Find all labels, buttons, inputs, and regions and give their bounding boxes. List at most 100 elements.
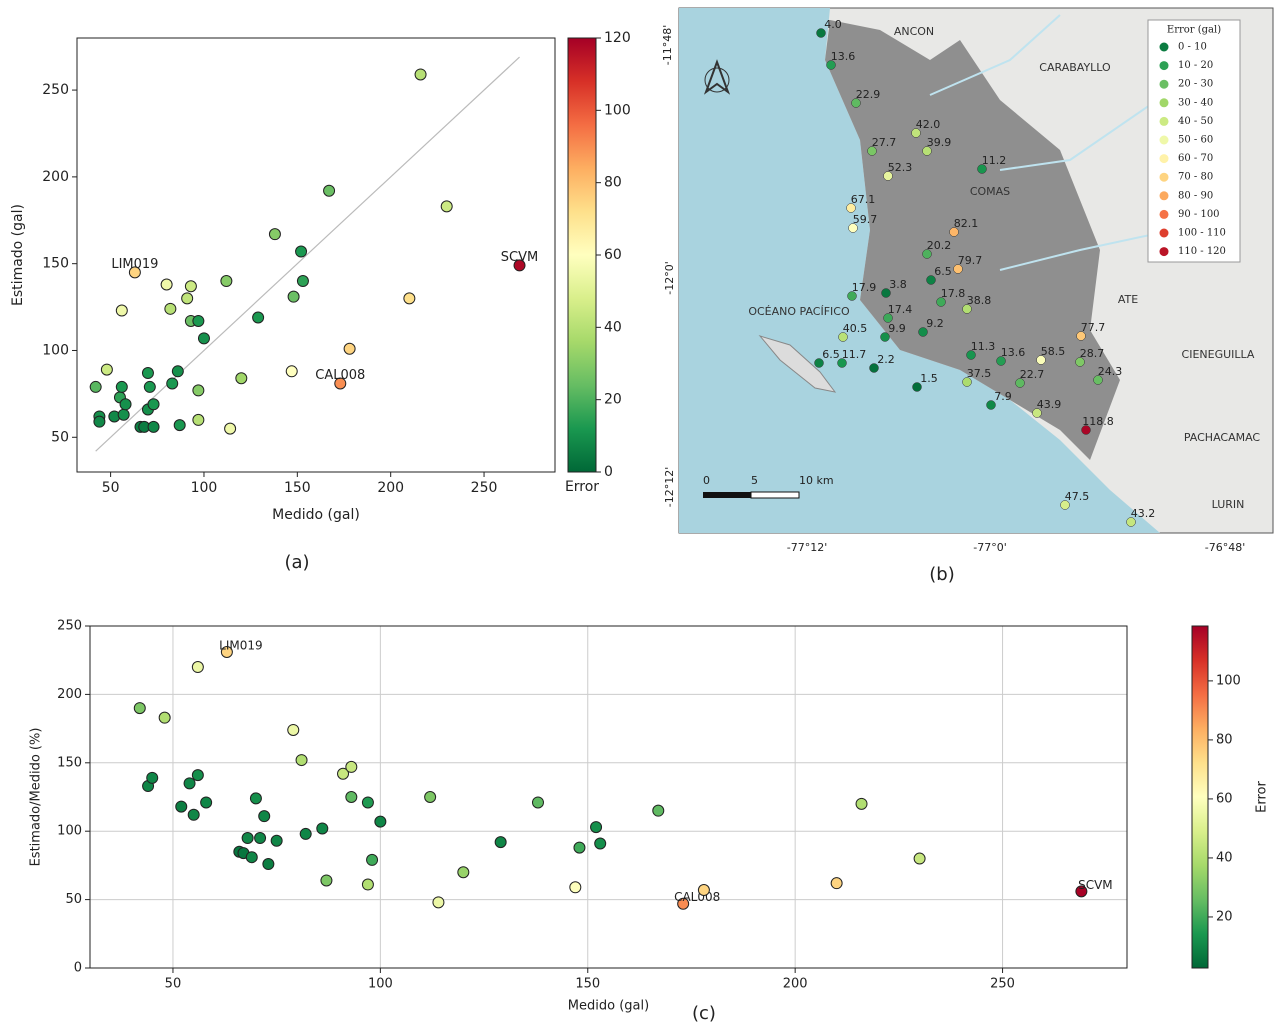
scatter-point [174,420,185,431]
colorbar-label: Error [1255,781,1270,813]
scatter-point [165,303,176,314]
scatter-point [458,867,469,878]
x-axis-label: Medido (gal) [568,999,649,1014]
legend-swatch [1160,173,1169,182]
point-label: SCVM [501,250,538,265]
scatter-point [259,811,270,822]
scatter-point [161,279,172,290]
scatter-point [193,315,204,326]
colorbar-tick-label: 40 [1216,850,1233,865]
station-label: 4.0 [824,18,842,31]
lon-tick-label: -77°0' [973,541,1007,554]
place-name: COMAS [970,185,1010,198]
point-label: CAL008 [674,890,720,904]
scatter-point [375,816,386,827]
scatter-point [321,875,332,886]
caption: (b) [929,564,954,585]
scatter-point [253,312,264,323]
legend-label: 50 - 60 [1178,135,1213,146]
station-label: 24.3 [1098,365,1123,378]
place-name: ATE [1118,293,1138,306]
scale-label: 5 [751,474,758,487]
station-label: 9.2 [926,317,944,330]
scatter-point [495,837,506,848]
legend-label: 110 - 120 [1178,246,1226,257]
colorbar-tick-label: 100 [604,102,631,118]
station-label: 17.9 [852,281,877,294]
legend-swatch [1160,191,1169,200]
scatter-point [201,797,212,808]
x-tick-label: 50 [102,480,120,496]
colorbar-tick-label: 20 [604,392,622,408]
scatter-point [698,885,709,896]
legend-label: 100 - 110 [1178,228,1226,239]
y-tick-label: 100 [57,824,82,839]
scatter-point [344,343,355,354]
scatter-point [286,366,297,377]
scatter-point [425,792,436,803]
scatter-point [296,246,307,257]
legend-label: 0 - 10 [1178,42,1207,53]
y-tick-label: 200 [42,169,69,185]
legend-label: 20 - 30 [1178,79,1213,90]
legend-label: 10 - 20 [1178,60,1213,71]
station-label: 17.8 [941,287,966,300]
y-tick-label: 0 [74,961,82,976]
colorbar-tick-label: 60 [604,247,622,263]
colorbar [1192,626,1208,968]
y-tick-label: 50 [65,892,82,907]
legend-label: 90 - 100 [1178,209,1220,220]
station-label: 47.5 [1065,490,1090,503]
scatter-point [192,770,203,781]
point-label: SCVM [1078,878,1113,892]
scatter-point [300,828,311,839]
scatter-point [148,399,159,410]
legend-swatch [1160,61,1169,70]
scatter-point [236,373,247,384]
legend-swatch [1160,80,1169,89]
x-tick-label: 250 [471,480,498,496]
legend-label: 30 - 40 [1178,97,1213,108]
colorbar [568,38,596,472]
x-tick-label: 100 [191,480,218,496]
scatter-point [297,276,308,287]
legend-swatch [1160,43,1169,52]
scatter-point [433,897,444,908]
y-tick-label: 250 [57,619,82,634]
colorbar-tick-label: 0 [604,464,613,480]
x-tick-label: 250 [990,977,1015,992]
legend-swatch [1160,154,1169,163]
place-name: ANCON [894,25,934,38]
colorbar-label: Error [565,479,599,495]
station-label: 11.2 [982,154,1007,167]
figure: ANCONCARABAYLLOCOMASATECIENEGUILLAPACHAC… [0,0,1275,1025]
place-name: CARABAYLLO [1039,61,1111,74]
plot-frame [90,626,1127,968]
scale-bar [751,492,799,498]
station-label: 77.7 [1081,321,1106,334]
scatter-point [296,755,307,766]
scatter-point [914,853,925,864]
scatter-point [94,416,105,427]
scatter-point [346,761,357,772]
lat-tick-label: -12°0' [663,261,676,295]
scatter-point [198,333,209,344]
station-label: 27.7 [872,136,897,149]
station-label: 37.5 [967,367,992,380]
scatter-point [653,805,664,816]
place-name: LURIN [1212,498,1245,511]
scatter-point [148,421,159,432]
point-label: LIM019 [111,257,158,272]
scatter-point [362,797,373,808]
scatter-point [118,409,129,420]
station-label: 82.1 [954,217,979,230]
station-label: 59.7 [853,213,878,226]
scatter-point [271,835,282,846]
station-label: 3.8 [889,278,907,291]
station-label: 13.6 [831,50,856,63]
colorbar-tick-label: 100 [1216,673,1241,688]
legend-swatch [1160,136,1169,145]
scatter-point [184,778,195,789]
point-label: LIM019 [219,638,262,652]
y-tick-label: 200 [57,687,82,702]
